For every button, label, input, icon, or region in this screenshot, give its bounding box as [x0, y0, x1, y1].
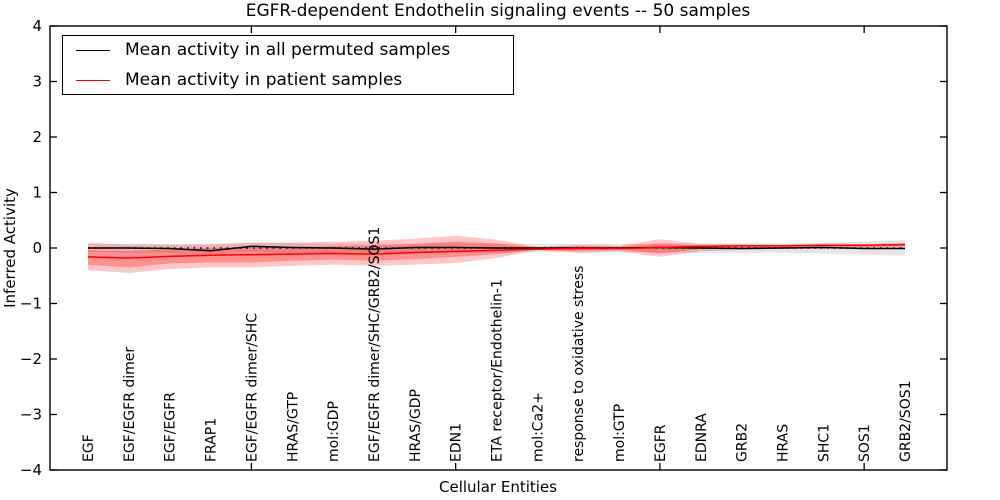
x-category-label: EDN1	[449, 423, 465, 462]
legend-line-sample-patient	[76, 79, 110, 81]
x-category-label: response to oxidative stress	[571, 266, 587, 462]
x-category-label: SHC1	[816, 424, 832, 462]
x-category-label: EGF/EGFR dimer/SHC/GRB2/SOS1	[367, 227, 383, 462]
y-tick-label: 1	[32, 184, 42, 202]
band-patient_band_outer	[88, 235, 905, 273]
series-line-patient_mean	[87, 243, 906, 259]
x-category-label: HRAS/GDP	[408, 389, 424, 462]
band-layer	[88, 235, 905, 273]
x-category-label: EGFR	[653, 424, 669, 462]
y-tick-label: 4	[32, 17, 42, 35]
x-category-label: mol:GTP	[612, 404, 628, 462]
x-category-label: GRB2/SOS1	[898, 380, 914, 462]
y-tick-label: −2	[20, 350, 42, 368]
y-tick-label: 2	[32, 128, 42, 146]
legend-box: Mean activity in all permuted samples Me…	[62, 35, 514, 95]
x-category-label: GRB2	[735, 423, 751, 462]
x-category-label: EGF/EGFR	[163, 392, 179, 462]
x-category-label: mol:GDP	[326, 401, 342, 462]
y-tick-label: −4	[20, 461, 42, 479]
line-layer	[87, 243, 906, 259]
x-category-label: EDNRA	[694, 413, 710, 462]
x-category-label: HRAS	[775, 424, 791, 462]
y-axis-label: Inferred Activity	[1, 188, 19, 308]
x-category-label: EGF	[81, 434, 97, 462]
legend-item-patient: Mean activity in patient samples	[63, 68, 513, 92]
x-axis-label: Cellular Entities	[439, 478, 557, 496]
series-line-permuted_mean	[88, 245, 905, 252]
x-category-label: mol:Ca2+	[530, 392, 546, 462]
y-tick-label-layer: 4 3 2 1 0 −1 −2 −3 −4	[20, 17, 42, 479]
x-tick-label-layer: EGF EGF/EGFR dimer EGF/EGFR FRAP1 EGF/EGFR d…	[81, 227, 914, 462]
x-category-label: SOS1	[857, 424, 873, 462]
y-tick-label: 0	[32, 239, 42, 257]
x-category-label: ETA receptor/Endothelin-1	[490, 279, 506, 462]
y-tick-label: −3	[20, 406, 42, 424]
chart-title: EGFR-dependent Endothelin signaling even…	[246, 1, 751, 21]
x-category-label: HRAS/GTP	[285, 392, 301, 462]
legend-label-patient: Mean activity in patient samples	[125, 70, 403, 90]
legend-item-permuted: Mean activity in all permuted samples	[63, 38, 513, 62]
x-category-label: FRAP1	[204, 418, 220, 462]
y-tick-label: −1	[20, 295, 42, 313]
x-category-label: EGF/EGFR dimer	[122, 347, 138, 462]
x-category-label: EGF/EGFR dimer/SHC	[244, 313, 260, 462]
legend-line-sample-permuted	[76, 49, 110, 51]
plot-border	[49, 25, 948, 471]
legend-label-permuted: Mean activity in all permuted samples	[125, 40, 451, 60]
y-tick-label: 3	[32, 73, 42, 91]
